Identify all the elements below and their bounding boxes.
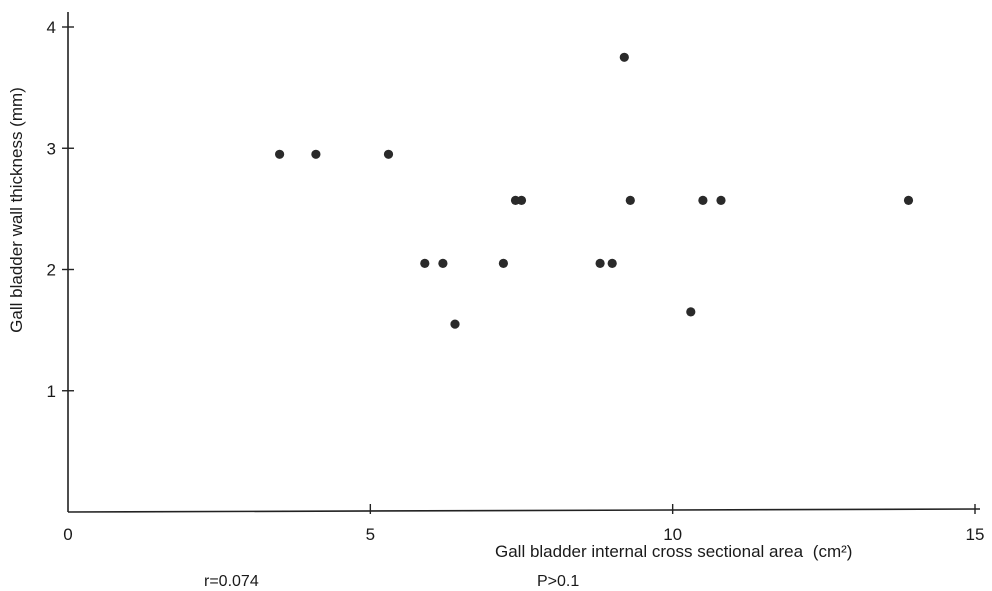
data-point [275,149,285,159]
y-tick-label: 3 [47,139,56,158]
x-axis-title: Gall bladder internal cross sectional ar… [495,542,852,561]
data-point [595,258,605,268]
x-axis-title-text: Gall bladder internal cross sectional ar… [495,542,804,561]
data-point [686,307,696,317]
x-tick-label: 10 [663,525,682,544]
x-tick-label: 0 [63,525,72,544]
y-tick-label: 4 [47,18,56,37]
data-point [903,195,914,205]
data-point [619,52,629,62]
data-point [383,149,394,159]
x-axis-title-unit: (cm²) [813,542,853,561]
correlation-r-annotation: r=0.074 [204,573,259,590]
data-point [698,195,708,205]
data-point [516,195,527,205]
data-point [716,195,726,205]
y-tick-label: 1 [47,382,56,401]
data-point [498,258,508,268]
data-point [625,195,635,205]
x-tick-label: 15 [966,525,985,544]
data-point [450,319,460,329]
data-points [275,52,914,329]
data-point [311,149,321,159]
data-point [420,258,430,268]
ticks: 0 5 10 15 1 2 3 4 [47,18,985,544]
data-point [607,258,617,268]
y-axis-title: Gall bladder wall thickness (mm) [7,87,26,333]
x-axis-line [67,508,981,513]
axes [67,12,981,513]
data-point [438,258,448,268]
p-value-annotation: P>0.1 [537,573,579,590]
x-tick-label: 5 [366,525,375,544]
y-tick-label: 2 [47,261,56,280]
